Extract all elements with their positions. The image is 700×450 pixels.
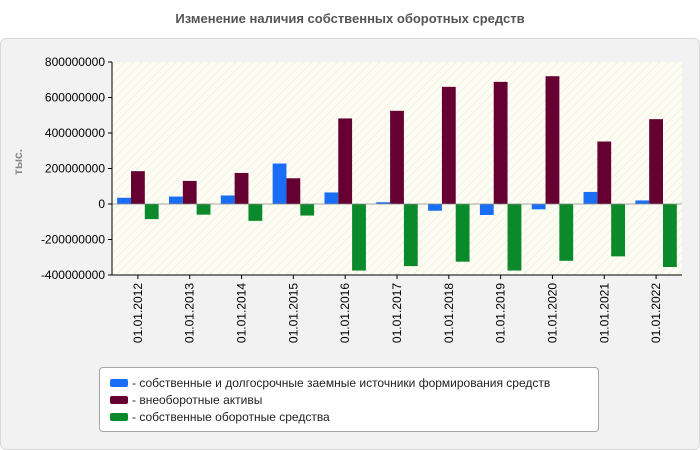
- bar: [220, 195, 235, 204]
- legend-swatch: [110, 378, 128, 387]
- bar: [455, 204, 470, 262]
- x-tick-label: 01.01.2016: [338, 283, 352, 343]
- x-tick-label: 01.01.2013: [183, 283, 197, 343]
- bar: [479, 204, 494, 216]
- bar: [144, 204, 159, 220]
- y-tick-label: 200000000: [45, 162, 105, 176]
- bar: [324, 192, 339, 204]
- bar: [390, 110, 404, 204]
- bar: [248, 204, 263, 221]
- y-tick-label: -400000000: [41, 268, 105, 282]
- y-tick-label: 400000000: [45, 126, 105, 140]
- bar: [131, 171, 145, 204]
- x-tick-label: 01.01.2018: [442, 283, 456, 343]
- y-tick-label: 0: [98, 197, 105, 211]
- bar: [583, 191, 598, 204]
- bar: [182, 180, 197, 204]
- y-axis-label: тыс.: [11, 149, 25, 175]
- y-tick-label: -200000000: [41, 233, 105, 247]
- bar: [338, 118, 353, 204]
- x-tick-label: 01.01.2017: [390, 283, 404, 343]
- legend-label: - внеоборотные активы: [132, 392, 263, 407]
- bar: [663, 204, 677, 268]
- legend-swatch: [110, 412, 128, 421]
- bar: [196, 204, 211, 215]
- bar: [403, 204, 418, 267]
- y-tick-label: 800000000: [45, 55, 105, 69]
- bar: [376, 202, 391, 204]
- bar: [649, 119, 663, 204]
- bar: [441, 86, 456, 204]
- bar: [493, 81, 508, 204]
- bar: [300, 204, 315, 216]
- x-tick-label: 01.01.2015: [286, 283, 300, 343]
- bar: [428, 204, 442, 211]
- legend-swatch: [110, 395, 128, 404]
- legend-item: - собственные и долгосрочные заемные ист…: [110, 374, 598, 391]
- bar: [597, 141, 612, 204]
- bar: [559, 204, 574, 261]
- bar: [507, 204, 522, 271]
- x-tick-label: 01.01.2022: [649, 283, 663, 343]
- legend-label: - собственные оборотные средства: [132, 409, 330, 424]
- x-tick-label: 01.01.2019: [494, 283, 508, 343]
- bar: [272, 163, 287, 204]
- x-tick-label: 01.01.2020: [545, 283, 559, 343]
- x-tick-label: 01.01.2021: [597, 283, 611, 343]
- bar: [234, 172, 249, 204]
- chart-title: Изменение наличия собственных оборотных …: [175, 11, 525, 26]
- bar: [169, 196, 183, 204]
- bar: [545, 76, 560, 204]
- legend-item: - собственные оборотные средства: [110, 408, 598, 425]
- legend-item: - внеоборотные активы: [110, 391, 598, 408]
- x-tick-label: 01.01.2012: [131, 283, 145, 343]
- bar: [531, 204, 546, 210]
- x-tick-label: 01.01.2014: [235, 283, 249, 343]
- chart-legend: - собственные и долгосрочные заемные ист…: [99, 367, 599, 432]
- bar: [286, 178, 301, 204]
- bar: [611, 204, 625, 257]
- bar: [117, 197, 131, 204]
- y-tick-label: 600000000: [45, 91, 105, 105]
- legend-label: - собственные и долгосрочные заемные ист…: [132, 375, 551, 390]
- bar: [352, 204, 366, 271]
- bar: [635, 200, 650, 204]
